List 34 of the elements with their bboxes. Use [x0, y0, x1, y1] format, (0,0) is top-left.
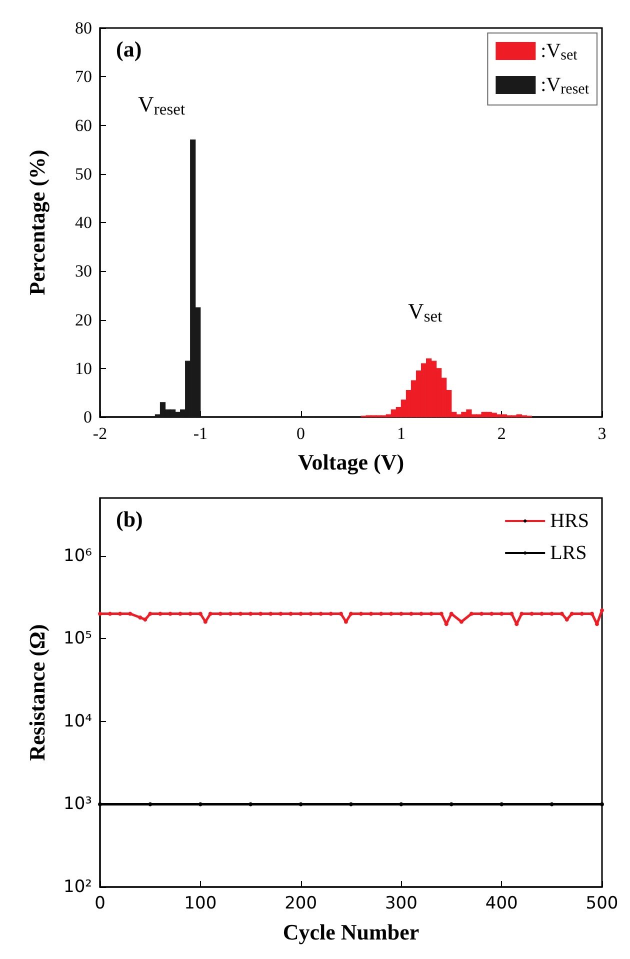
x-tick-label: -1 — [193, 424, 208, 443]
x-tick-label: -2 — [92, 424, 108, 443]
x-tick-label: 0 — [94, 894, 106, 914]
y-tick-label: 0 — [84, 408, 92, 426]
y-axis-title: Percentage (%) — [24, 150, 50, 296]
y-tick-label: 60 — [75, 116, 92, 135]
x-tick-label: 400 — [485, 894, 518, 914]
y-tick-label: 10⁴ — [64, 711, 92, 732]
y-tick-label: 70 — [75, 67, 92, 86]
x-tick-label: 0 — [296, 424, 306, 443]
y-tick-label: 10⁵ — [64, 628, 92, 649]
y-tick-label: 80 — [75, 18, 92, 38]
x-tick-label: 1 — [396, 424, 406, 443]
x-axis-title: Voltage (V) — [298, 450, 404, 474]
y-tick-label: 10⁶ — [64, 546, 92, 566]
annotation: (a) — [116, 36, 142, 62]
x-axis-title: Cycle Number — [282, 920, 420, 944]
x-tick-label: 500 — [586, 894, 618, 914]
x-tick-label: 3 — [598, 424, 606, 443]
legend-label: HRS — [550, 510, 589, 532]
x-tick-label: 2 — [497, 424, 506, 443]
y-tick-label: 10² — [64, 877, 92, 897]
y-axis-title: Resistance (Ω) — [24, 624, 50, 761]
y-tick-label: 40 — [75, 213, 92, 232]
annotation: (b) — [116, 506, 143, 532]
x-tick-label: 300 — [384, 894, 418, 914]
y-tick-label: 10³ — [64, 794, 92, 814]
legend-label: LRS — [550, 542, 587, 564]
y-tick-label: 50 — [75, 164, 92, 184]
y-tick-label: 20 — [75, 310, 92, 330]
y-tick-label: 10 — [75, 358, 92, 378]
y-tick-label: 30 — [75, 262, 92, 281]
x-tick-label: 100 — [184, 894, 217, 914]
x-tick-label: 200 — [284, 894, 318, 914]
